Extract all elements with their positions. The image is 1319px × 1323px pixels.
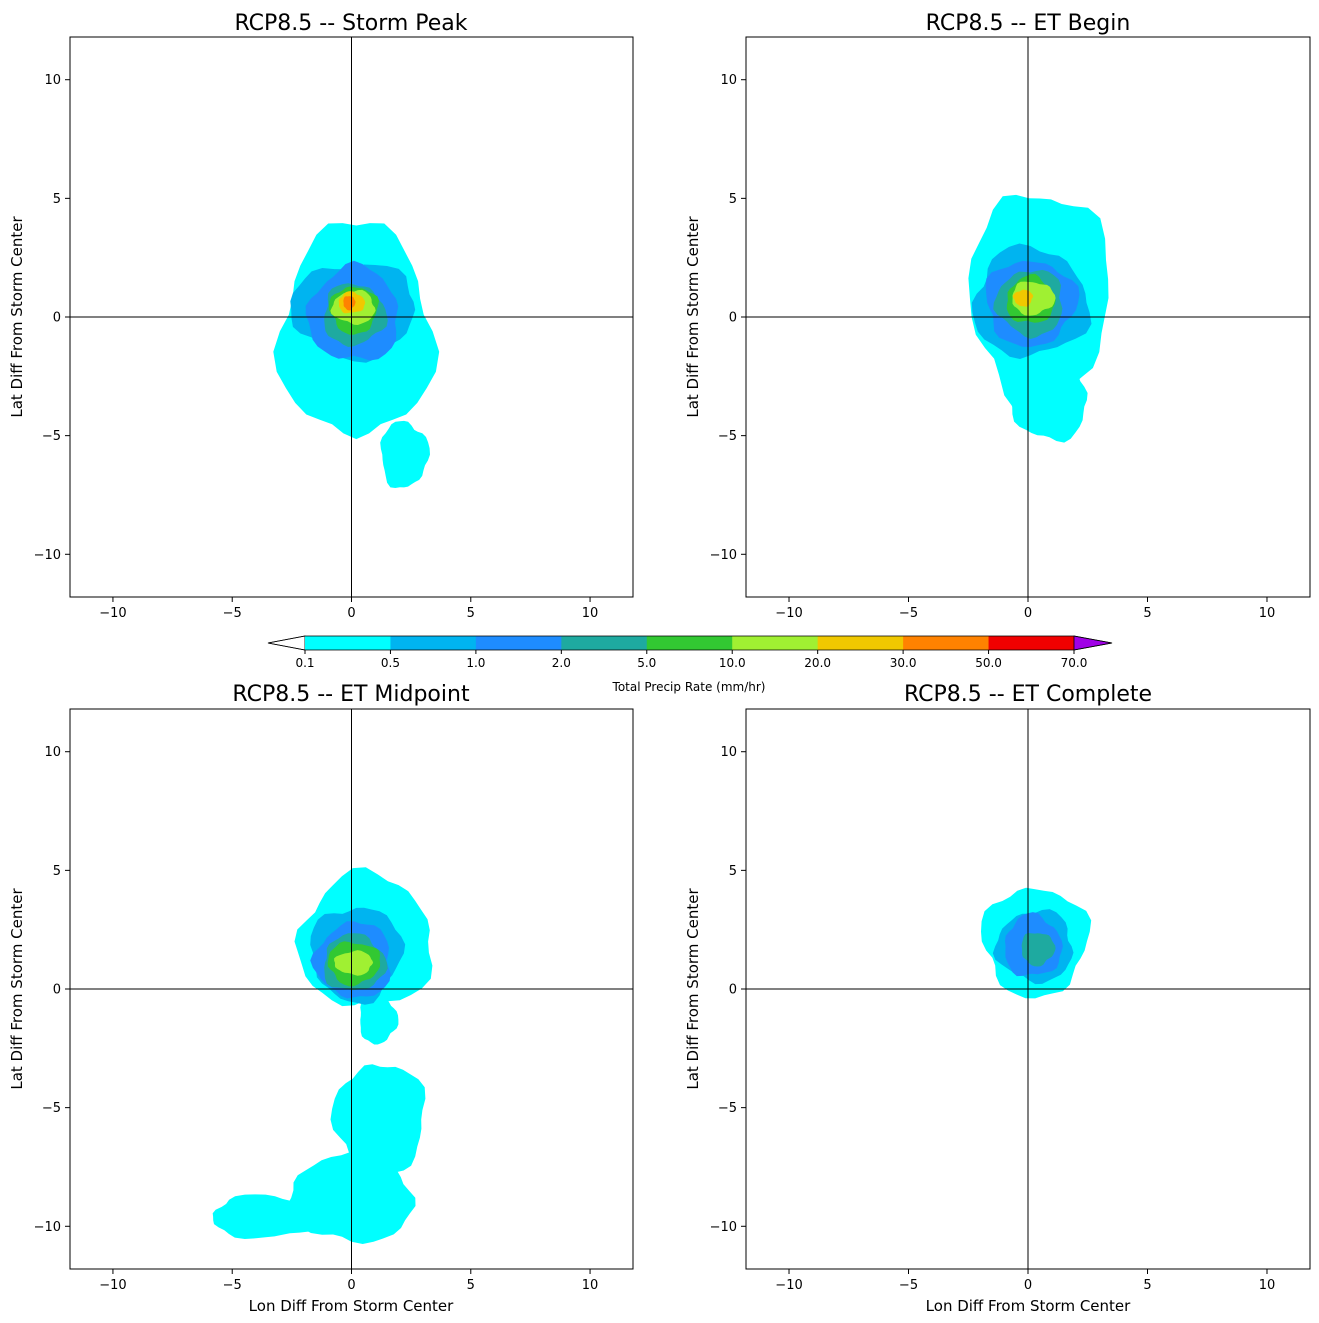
x-tick-label: −5	[899, 606, 918, 621]
y-tick-label: 5	[729, 864, 737, 879]
colorbar-cell	[817, 636, 904, 650]
axis-ticks: −10 −5 0 5 10 −10 −5 0 5 10	[710, 745, 1276, 1293]
x-tick-label: −5	[223, 606, 242, 621]
colorbar-cell	[475, 636, 562, 650]
x-tick-label: 10	[582, 606, 599, 621]
contour-region	[1009, 356, 1088, 443]
crosshair	[70, 709, 633, 1269]
contour-region	[343, 296, 356, 311]
y-axis-label: Lat Diff From Storm Center	[8, 216, 26, 418]
contour-fills	[981, 887, 1092, 999]
x-tick-label: 10	[1259, 1278, 1276, 1293]
colorbar-cell	[390, 636, 477, 650]
panel-title: RCP8.5 -- ET Midpoint	[232, 682, 470, 707]
y-tick-label: 0	[53, 311, 61, 326]
colorbar-tick-label: 0.5	[381, 656, 400, 670]
axis-ticks: −10 −5 0 5 10 −10 −5 0 5 10	[710, 73, 1276, 621]
contour-region	[212, 1194, 323, 1239]
colorbar-cell	[903, 636, 990, 650]
y-tick-label: −10	[34, 1220, 61, 1235]
y-axis-label: Lat Diff From Storm Center	[8, 888, 26, 1090]
x-tick-label: 0	[1024, 1278, 1032, 1293]
panel-title: RCP8.5 -- Storm Peak	[234, 11, 467, 36]
x-tick-label: 5	[467, 1278, 475, 1293]
x-tick-label: 0	[347, 1278, 355, 1293]
contour-fills	[212, 867, 433, 1244]
x-tick-label: 5	[467, 606, 475, 621]
y-tick-label: −5	[42, 429, 61, 444]
x-axis-label: Lon Diff From Storm Center	[926, 1297, 1131, 1315]
crosshair	[746, 709, 1310, 1269]
colorbar: 0.1 0.5 1.0 2.0 5.0 10.0 20.0 30.0 50.0 70.0 Tota…	[267, 635, 1113, 694]
colorbar-cells	[267, 635, 1113, 651]
colorbar-tick-label: 5.0	[637, 656, 656, 670]
contour-fills	[968, 194, 1109, 443]
panel-et-complete: RCP8.5 -- ET Complete −10 −5 0 5 10 −10 −5 0 5 10…	[684, 682, 1311, 1315]
contour-fills	[273, 223, 440, 488]
y-tick-label: 0	[53, 983, 61, 998]
colorbar-cell	[732, 636, 819, 650]
colorbar-label: Total Precip Rate (mm/hr)	[612, 680, 766, 694]
panel-storm-peak: RCP8.5 -- Storm Peak −10 −5 0 5 10−10−50510 …	[8, 11, 634, 621]
y-tick-label: 5	[53, 864, 61, 879]
crosshair	[746, 37, 1310, 597]
panel-title: RCP8.5 -- ET Begin	[926, 11, 1131, 36]
y-tick-label: −5	[718, 429, 737, 444]
y-tick-label: 5	[729, 192, 737, 207]
colorbar-tick-label: 0.1	[295, 656, 314, 670]
contour-region	[1021, 933, 1056, 967]
x-tick-label: 10	[582, 1278, 599, 1293]
x-tick-label: 10	[1259, 606, 1276, 621]
x-tick-label: 0	[347, 606, 355, 621]
panel-title: RCP8.5 -- ET Complete	[904, 682, 1152, 707]
colorbar-cell	[561, 636, 648, 650]
y-tick-label: 5	[53, 192, 61, 207]
y-tick-label: −5	[718, 1101, 737, 1116]
x-tick-label: −10	[775, 606, 802, 621]
y-tick-label: 10	[720, 73, 737, 88]
x-tick-label: −10	[99, 1278, 126, 1293]
x-tick-label: −5	[899, 1278, 918, 1293]
colorbar-tick-label: 2.0	[552, 656, 571, 670]
x-axis-label: Lon Diff From Storm Center	[249, 1297, 454, 1315]
y-tick-label: 0	[729, 311, 737, 326]
y-tick-label: 10	[44, 73, 61, 88]
panel-et-begin: RCP8.5 -- ET Begin −10 −5 0 5 10 −10 −5 0 5 10 La…	[684, 11, 1311, 621]
colorbar-tick-label: 70.0	[1061, 656, 1088, 670]
contour-region	[380, 420, 430, 488]
colorbar-cell	[305, 636, 391, 650]
x-tick-label: 5	[1143, 1278, 1151, 1293]
colorbar-tick-label: 50.0	[975, 656, 1002, 670]
contour-region	[360, 996, 399, 1045]
x-tick-label: −10	[775, 1278, 802, 1293]
axis-ticks: −10 −5 0 5 10 −10 −5 0 5 10	[34, 745, 599, 1293]
contour-region	[334, 950, 374, 976]
x-tick-label: 0	[1024, 606, 1032, 621]
panel-et-midpoint: RCP8.5 -- ET Midpoint −10 −5 0 5 10 −10 −5 0 5 10…	[8, 682, 634, 1315]
colorbar-tick-label: 20.0	[804, 656, 831, 670]
colorbar-tick-label: 30.0	[890, 656, 917, 670]
y-tick-label: −10	[34, 548, 61, 563]
axis-ticks: −10 −5 0 5 10 −10 −5 0 5 10	[34, 73, 599, 621]
colorbar-tick-label: 1.0	[466, 656, 485, 670]
colorbar-ticks: 0.1 0.5 1.0 2.0 5.0 10.0 20.0 30.0 50.0 70.0	[295, 650, 1087, 670]
y-tick-label: −10	[710, 1220, 737, 1235]
colorbar-tick-label: 10.0	[719, 656, 746, 670]
y-axis-label: Lat Diff From Storm Center	[684, 888, 702, 1090]
colorbar-cell	[646, 636, 733, 650]
colorbar-cell	[988, 636, 1075, 650]
x-tick-label: 5	[1143, 606, 1151, 621]
y-tick-label: −5	[42, 1101, 61, 1116]
y-axis-label: Lat Diff From Storm Center	[684, 216, 702, 418]
y-tick-label: 0	[729, 983, 737, 998]
x-tick-label: −5	[223, 1278, 242, 1293]
crosshair	[70, 37, 633, 597]
y-tick-label: 10	[44, 745, 61, 760]
y-tick-label: 10	[720, 745, 737, 760]
x-tick-label: −10	[99, 606, 126, 621]
y-tick-label: −10	[710, 548, 737, 563]
